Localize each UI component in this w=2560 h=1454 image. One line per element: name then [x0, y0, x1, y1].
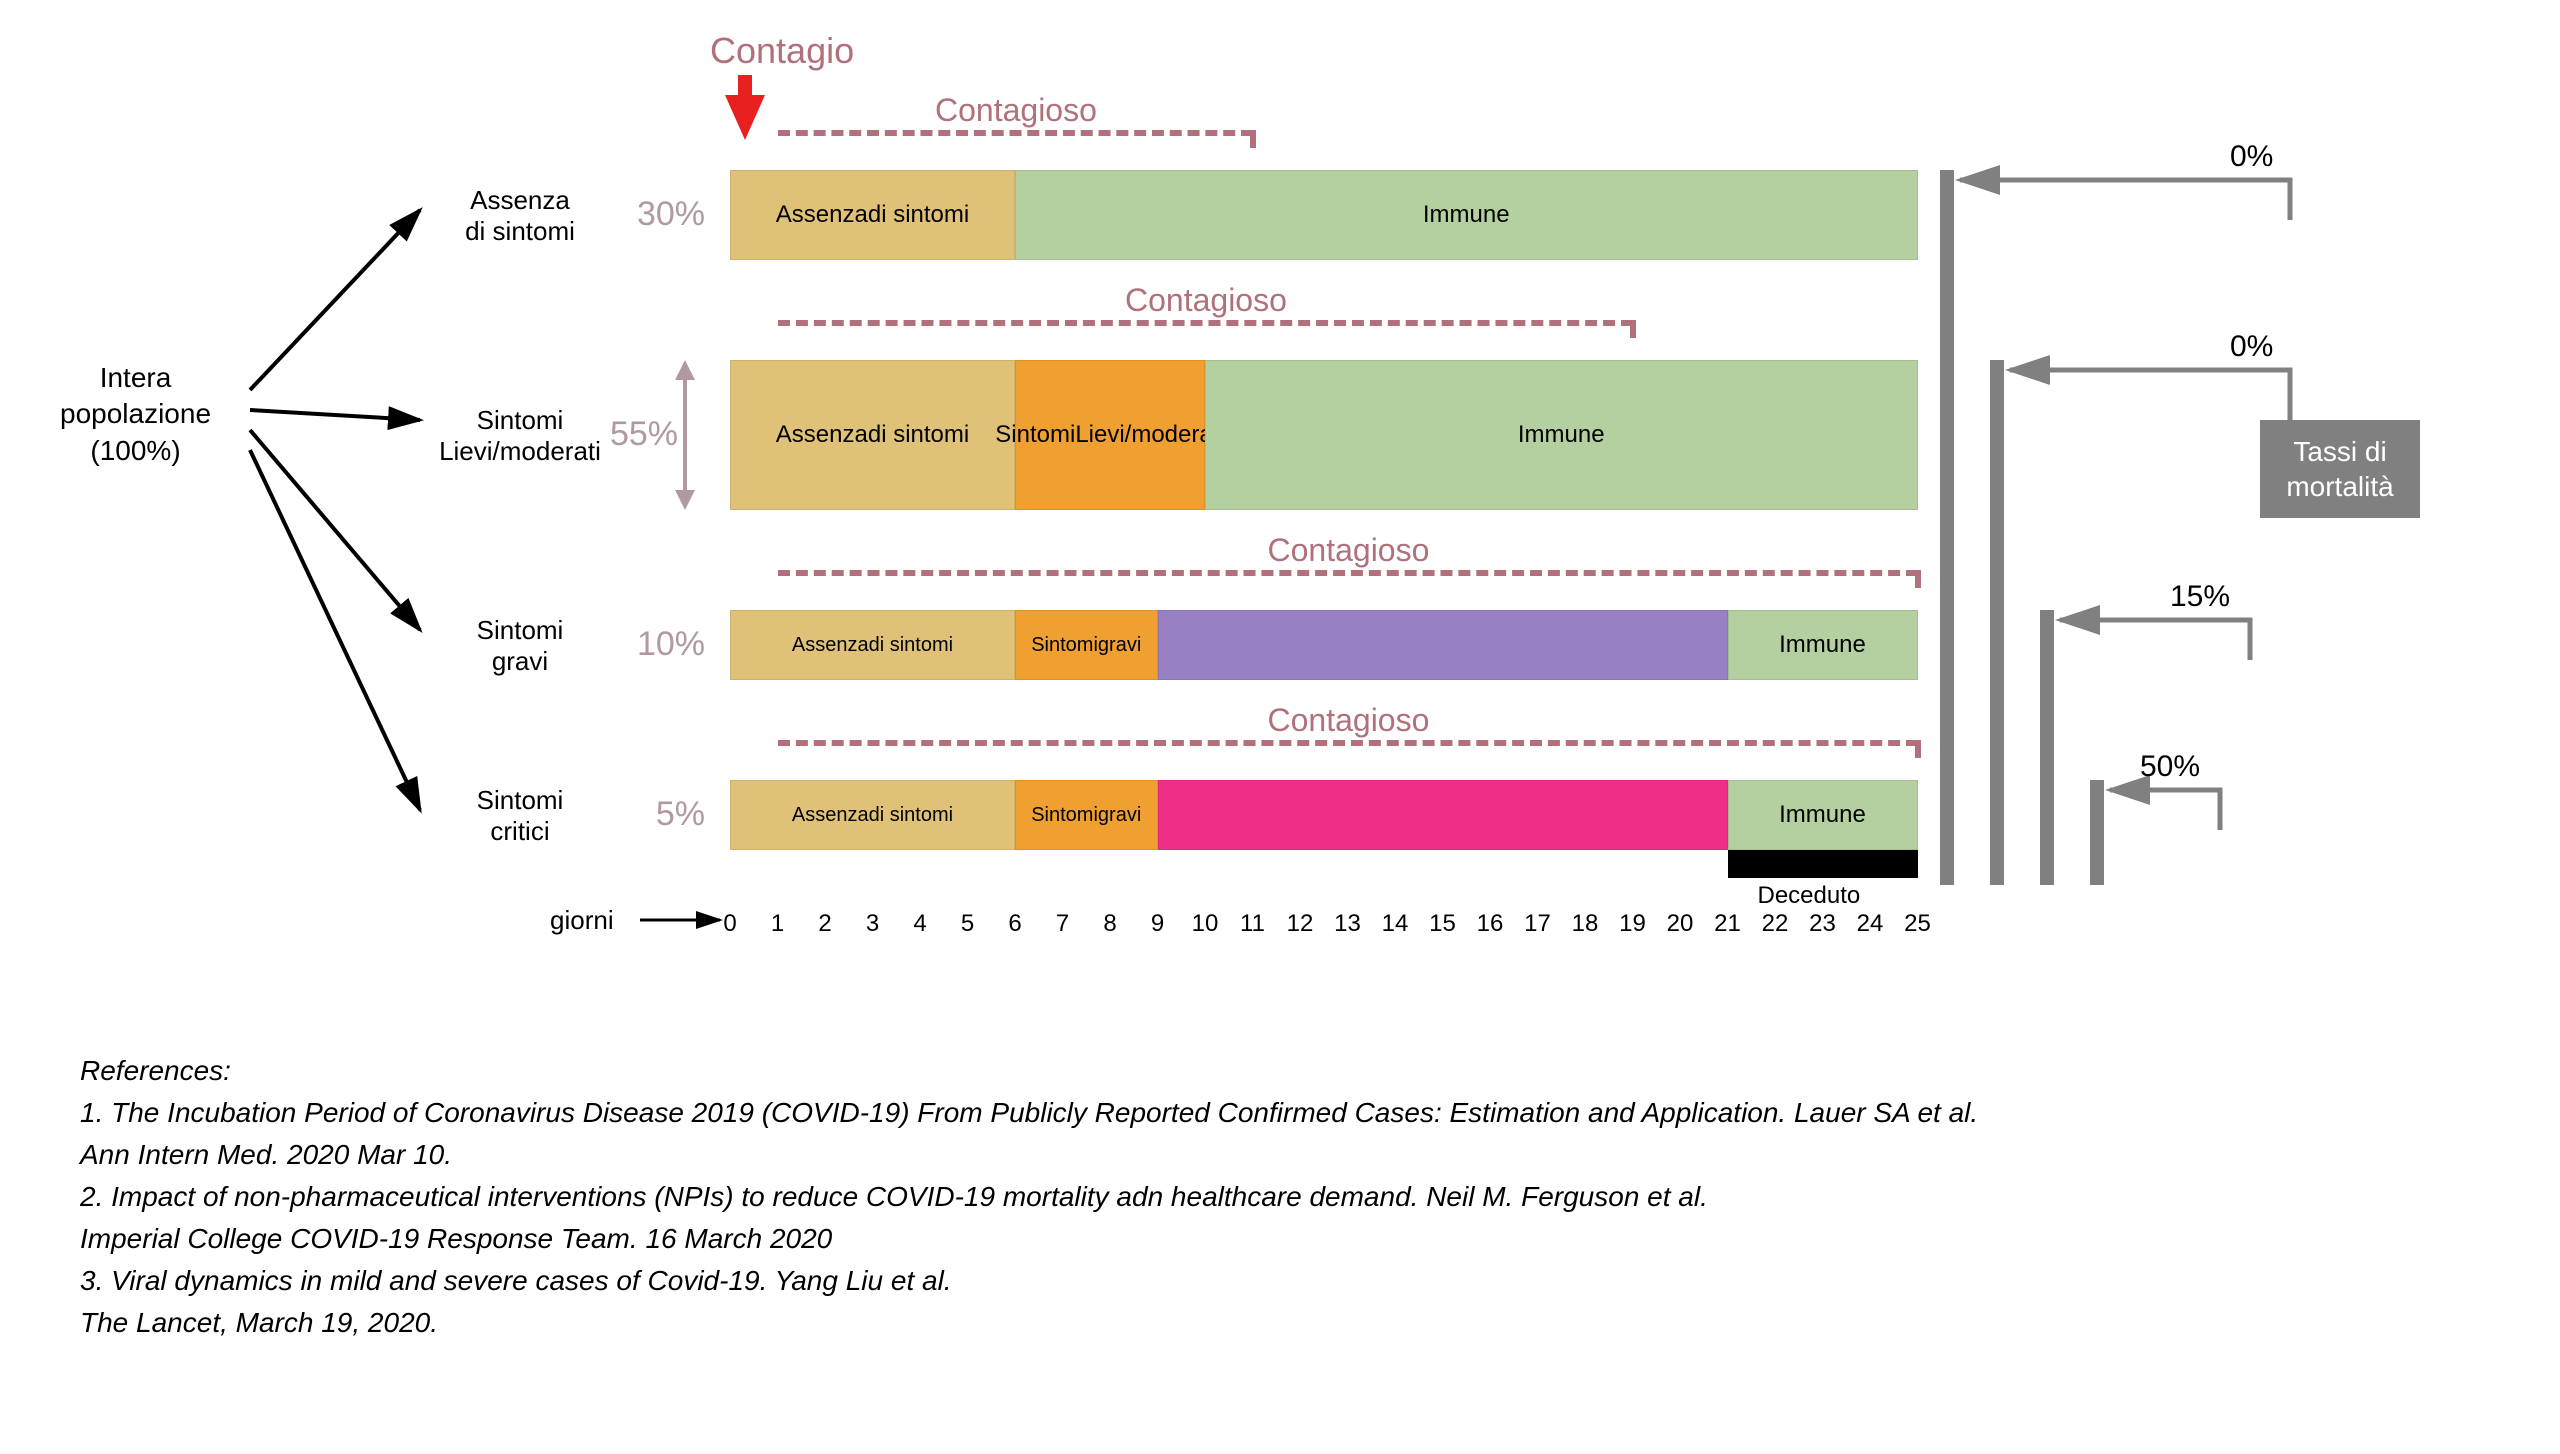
population-label: Intera popolazione (100%) [60, 360, 211, 469]
day-tick-1: 1 [758, 910, 798, 938]
population-l2: popolazione [60, 396, 211, 432]
day-tick-25: 25 [1898, 910, 1938, 938]
contagioso-tick-critical [1915, 740, 1921, 758]
contagioso-range-mild [778, 320, 1633, 326]
day-tick-3: 3 [853, 910, 893, 938]
reference-line-5: The Lancet, March 19, 2020. [80, 1302, 2380, 1344]
seg-mild-1: SintomiLievi/moderati [1015, 360, 1205, 510]
population-l3: (100%) [60, 433, 211, 469]
references-heading: References: [80, 1050, 2380, 1092]
seg-critical-1: Sintomigravi [1015, 780, 1158, 850]
seg-critical-0: Assenzadi sintomi [730, 780, 1015, 850]
contagio-label: Contagio [710, 30, 854, 72]
contagioso-label-severe: Contagioso [1268, 532, 1430, 569]
day-tick-10: 10 [1185, 910, 1225, 938]
deceased-bar [1728, 850, 1918, 878]
vbar-severe [2040, 610, 2054, 885]
covid-timeline-diagram: Contagio Intera popolazione (100%) [20, 20, 2540, 1020]
mortality-box: Tassi di mortalità [2260, 420, 2420, 518]
day-tick-9: 9 [1138, 910, 1178, 938]
seg-severe-3: Immune [1728, 610, 1918, 680]
row-pct-severe: 10% [615, 625, 705, 664]
vbar-asymptomatic [1940, 170, 1954, 885]
vbar-mild [1990, 360, 2004, 885]
row-pct-mild: 55% [588, 415, 678, 454]
mort-pct-2: 15% [2170, 580, 2230, 614]
day-tick-0: 0 [710, 910, 750, 938]
contagioso-range-critical [778, 740, 1918, 746]
day-tick-17: 17 [1518, 910, 1558, 938]
axis-label: giorni [550, 905, 614, 936]
row-pct-asymptomatic: 30% [615, 195, 705, 234]
reference-line-2: 2. Impact of non-pharmaceutical interven… [80, 1176, 2380, 1218]
contagioso-range-severe [778, 570, 1918, 576]
mort-pct-0: 0% [2230, 140, 2273, 174]
contagioso-tick-asymptomatic [1250, 130, 1256, 148]
seg-asymptomatic-1: Immune [1015, 170, 1918, 260]
day-tick-22: 22 [1755, 910, 1795, 938]
day-tick-21: 21 [1708, 910, 1748, 938]
mort-pct-1: 0% [2230, 330, 2273, 364]
day-tick-13: 13 [1328, 910, 1368, 938]
bar-row-severe: Assenzadi sintomiSintomigravi Immune [730, 610, 1918, 680]
day-tick-2: 2 [805, 910, 845, 938]
day-tick-23: 23 [1803, 910, 1843, 938]
reference-line-0: 1. The Incubation Period of Coronavirus … [80, 1092, 2380, 1134]
day-tick-20: 20 [1660, 910, 1700, 938]
vbar-critical [2090, 780, 2104, 885]
row-label-mild: SintomiLievi/moderati [430, 405, 610, 467]
contagio-arrow-icon [720, 75, 770, 150]
seg-critical-3: Immune [1728, 780, 1918, 850]
references-lines: 1. The Incubation Period of Coronavirus … [80, 1092, 2380, 1344]
seg-severe-1: Sintomigravi [1015, 610, 1158, 680]
mort-pct-3: 50% [2140, 750, 2200, 784]
day-tick-12: 12 [1280, 910, 1320, 938]
seg-severe-2 [1158, 610, 1728, 680]
seg-severe-0: Assenzadi sintomi [730, 610, 1015, 680]
references-block: References: 1. The Incubation Period of … [80, 1050, 2380, 1344]
day-tick-24: 24 [1850, 910, 1890, 938]
day-tick-14: 14 [1375, 910, 1415, 938]
contagioso-label-asymptomatic: Contagioso [935, 92, 1097, 129]
mortality-l1: Tassi di [2276, 434, 2404, 469]
deceased-label: Deceduto [1758, 882, 1861, 910]
contagioso-label-critical: Contagioso [1268, 702, 1430, 739]
reference-line-3: Imperial College COVID-19 Response Team.… [80, 1218, 2380, 1260]
day-tick-6: 6 [995, 910, 1035, 938]
contagioso-tick-severe [1915, 570, 1921, 588]
day-tick-11: 11 [1233, 910, 1273, 938]
bar-row-mild: Assenzadi sintomiSintomiLievi/moderatiIm… [730, 360, 1918, 510]
mortality-l2: mortalità [2276, 469, 2404, 504]
seg-mild-0: Assenzadi sintomi [730, 360, 1015, 510]
row-label-asymptomatic: Assenzadi sintomi [430, 185, 610, 247]
day-tick-7: 7 [1043, 910, 1083, 938]
day-tick-5: 5 [948, 910, 988, 938]
seg-mild-2: Immune [1205, 360, 1918, 510]
row-pct-critical: 5% [615, 795, 705, 834]
contagioso-tick-mild [1630, 320, 1636, 338]
day-tick-19: 19 [1613, 910, 1653, 938]
seg-critical-2 [1158, 780, 1728, 850]
seg-asymptomatic-0: Assenzadi sintomi [730, 170, 1015, 260]
day-tick-4: 4 [900, 910, 940, 938]
population-l1: Intera [60, 360, 211, 396]
day-tick-8: 8 [1090, 910, 1130, 938]
day-tick-18: 18 [1565, 910, 1605, 938]
bar-row-asymptomatic: Assenzadi sintomiImmune [730, 170, 1918, 260]
day-tick-16: 16 [1470, 910, 1510, 938]
contagioso-label-mild: Contagioso [1125, 282, 1287, 319]
bar-row-critical: Assenzadi sintomiSintomigravi Immune [730, 780, 1918, 850]
row-label-severe: Sintomigravi [430, 615, 610, 677]
day-tick-15: 15 [1423, 910, 1463, 938]
contagioso-range-asymptomatic [778, 130, 1253, 136]
reference-line-1: Ann Intern Med. 2020 Mar 10. [80, 1134, 2380, 1176]
reference-line-4: 3. Viral dynamics in mild and severe cas… [80, 1260, 2380, 1302]
row-label-critical: Sintomicritici [430, 785, 610, 847]
